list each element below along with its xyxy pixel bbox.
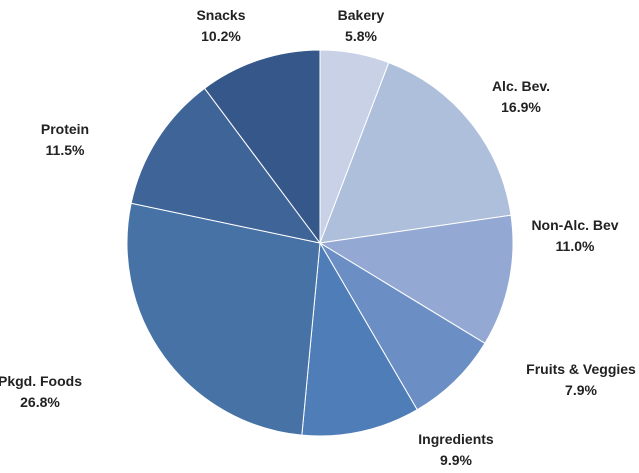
slice-value-bakery: 5.8% bbox=[345, 28, 377, 44]
slice-label-pkgd-foods: Pkgd. Foods bbox=[0, 373, 82, 389]
slice-value-snacks: 10.2% bbox=[201, 28, 241, 44]
slice-value-protein: 11.5% bbox=[46, 142, 85, 158]
slice-label-ingredients: Ingredients bbox=[418, 431, 494, 447]
slice-value-non-alc-bev: 11.0% bbox=[556, 238, 595, 254]
pie-labels: Bakery 5.8% Alc. Bev. 16.9% Non-Alc. Bev 11.0… bbox=[0, 7, 636, 468]
slice-label-bakery: Bakery bbox=[338, 7, 385, 23]
slice-value-ingredients: 9.9% bbox=[440, 452, 472, 468]
slice-value-alc-bev: 16.9% bbox=[501, 99, 541, 115]
pie-slice-non-alc-bev bbox=[318, 214, 514, 345]
pie-slice-pkgd-foods bbox=[126, 202, 321, 436]
pie-slice-ingredients bbox=[301, 241, 418, 437]
slice-value-fruits-veggies: 7.9% bbox=[565, 382, 597, 398]
slice-label-snacks: Snacks bbox=[196, 7, 245, 23]
pie-slice-snacks bbox=[203, 49, 321, 245]
slice-label-non-alc-bev: Non-Alc. Bev bbox=[531, 217, 618, 233]
slice-label-protein: Protein bbox=[41, 121, 89, 137]
slice-label-alc-bev: Alc. Bev. bbox=[492, 78, 550, 94]
slice-value-pkgd-foods: 26.8% bbox=[20, 394, 60, 410]
pie-slice-fruits-veggies bbox=[319, 242, 486, 411]
pie-slices bbox=[126, 49, 514, 437]
pie-slice-alc-bev bbox=[319, 62, 512, 244]
pie-slice-protein bbox=[130, 87, 322, 244]
slice-label-fruits-veggies: Fruits & Veggies bbox=[526, 361, 636, 377]
